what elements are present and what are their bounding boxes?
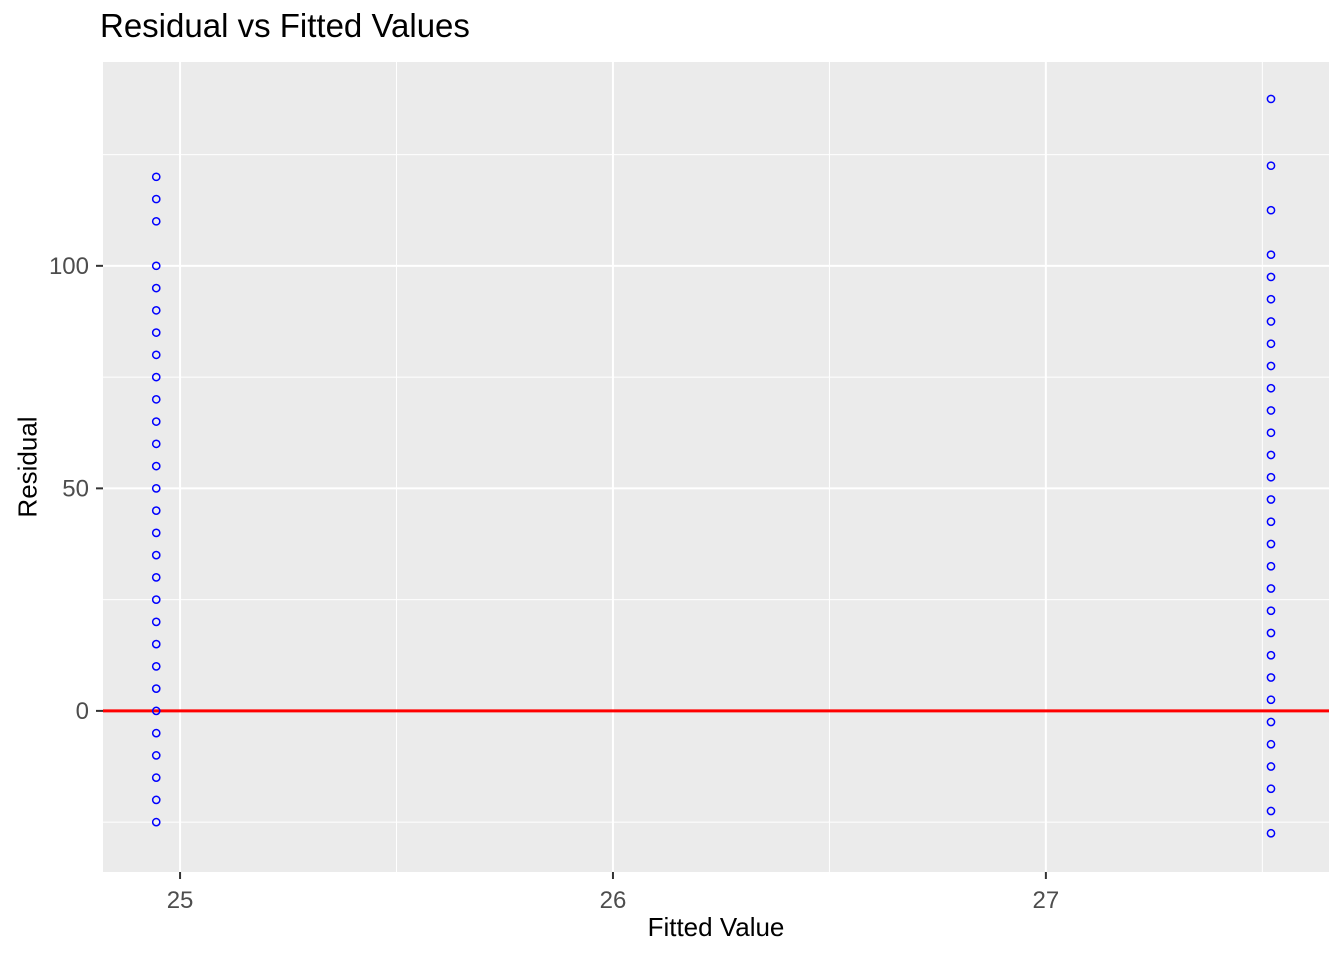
- data-point: [151, 706, 161, 716]
- data-point: [151, 795, 161, 805]
- data-point: [1266, 250, 1276, 260]
- data-point: [151, 350, 161, 360]
- data-point: [1266, 339, 1276, 349]
- x-tick-label: 27: [1033, 887, 1060, 914]
- x-tick-label: 26: [600, 887, 627, 914]
- data-point: [151, 283, 161, 293]
- data-point: [1266, 628, 1276, 638]
- data-point: [1266, 406, 1276, 415]
- data-point: [1266, 762, 1276, 771]
- data-point: [1266, 428, 1276, 438]
- data-point: [151, 506, 161, 515]
- data-point: [151, 684, 161, 693]
- data-point: [151, 573, 161, 582]
- data-point: [1266, 205, 1276, 215]
- data-point: [1266, 450, 1276, 460]
- data-point: [1266, 272, 1276, 282]
- data-point: [151, 528, 161, 538]
- data-point: [151, 550, 161, 560]
- data-point: [1266, 717, 1276, 727]
- data-point: [151, 261, 161, 271]
- data-point: [1266, 561, 1276, 571]
- data-point: [1266, 650, 1276, 660]
- data-point: [151, 172, 161, 182]
- x-tick-label: 25: [167, 887, 194, 914]
- data-point: [1266, 539, 1276, 549]
- y-axis-title: Residual: [12, 416, 43, 518]
- data-point: [151, 305, 161, 315]
- data-point: [151, 728, 161, 738]
- data-point: [151, 617, 161, 627]
- data-point: [151, 461, 161, 471]
- data-point: [1266, 495, 1276, 504]
- data-point: [151, 662, 161, 671]
- y-tick-label: 0: [76, 698, 89, 725]
- data-point: [151, 372, 161, 382]
- data-point: [1266, 472, 1276, 482]
- data-point: [151, 484, 161, 493]
- data-point: [1266, 806, 1276, 816]
- data-point: [1266, 695, 1276, 705]
- data-point: [151, 773, 161, 782]
- y-tick-label: 50: [62, 475, 89, 502]
- data-point: [1266, 294, 1276, 304]
- data-point: [1266, 383, 1276, 393]
- data-point: [151, 751, 161, 760]
- data-point: [1266, 739, 1276, 749]
- data-point: [151, 395, 161, 404]
- data-point: [151, 817, 161, 827]
- data-point: [1266, 94, 1276, 104]
- plot-title: Residual vs Fitted Values: [100, 7, 470, 44]
- data-point: [1266, 517, 1276, 527]
- data-point: [151, 328, 161, 337]
- panel-background: [103, 62, 1329, 872]
- data-point: [151, 439, 161, 449]
- y-tick-label: 100: [49, 253, 89, 280]
- data-point: [1266, 584, 1276, 593]
- data-point: [151, 639, 161, 649]
- data-point: [151, 417, 161, 426]
- data-point: [151, 194, 161, 204]
- data-point: [151, 216, 161, 226]
- data-point: [1266, 828, 1276, 838]
- data-point: [1266, 161, 1276, 171]
- data-point: [1266, 361, 1276, 371]
- data-point: [1266, 673, 1276, 682]
- x-axis-title: Fitted Value: [647, 912, 785, 942]
- data-point: [1266, 317, 1276, 326]
- data-point: [1266, 606, 1276, 616]
- data-point: [1266, 784, 1276, 794]
- data-point: [151, 595, 161, 604]
